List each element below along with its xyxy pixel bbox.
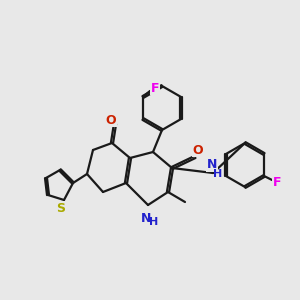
- Text: N: N: [207, 158, 217, 172]
- Text: O: O: [106, 113, 116, 127]
- Text: S: S: [56, 202, 65, 214]
- Text: F: F: [151, 82, 159, 94]
- Text: F: F: [273, 176, 281, 188]
- Text: H: H: [213, 169, 223, 179]
- Text: N: N: [141, 212, 151, 224]
- Text: O: O: [193, 143, 203, 157]
- Text: H: H: [149, 217, 159, 227]
